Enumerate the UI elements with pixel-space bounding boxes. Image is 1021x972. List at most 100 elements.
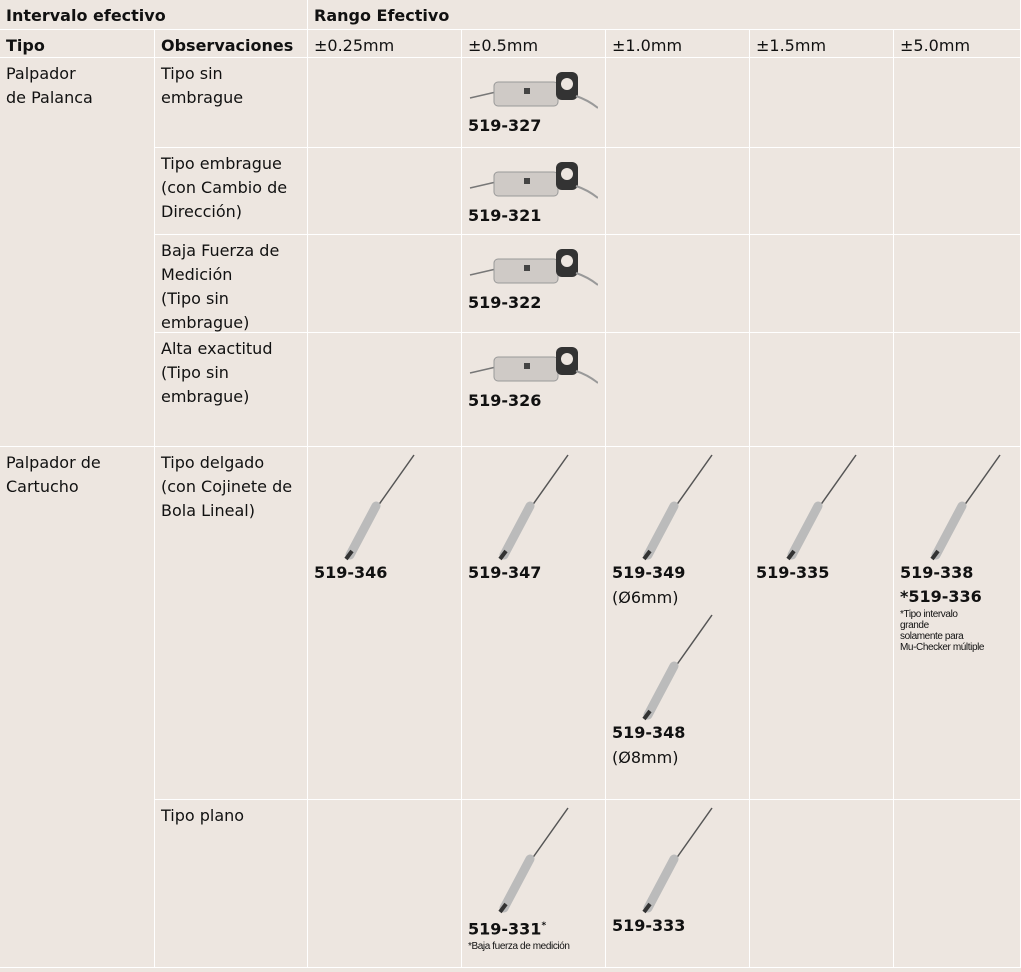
product: 519-333 — [612, 804, 743, 938]
probe-image — [469, 162, 598, 199]
model-number: 519-348 — [612, 721, 743, 745]
header-cell: Intervalo efectivo — [0, 0, 308, 30]
range-cell — [606, 148, 750, 235]
range-cell — [894, 58, 1021, 148]
product: 519-335 — [756, 451, 887, 585]
product: 519-347 — [468, 451, 599, 585]
column-header: ±5.0mm — [894, 30, 1021, 58]
header-cell: Rango Efectivo — [308, 0, 1021, 30]
type-cell: Palpador de Cartucho — [0, 447, 155, 968]
remark-cell: Tipo plano — [155, 800, 308, 968]
column-header: ±1.5mm — [750, 30, 894, 58]
type-text: Palpador de Palanca — [6, 64, 93, 107]
column-label: ±5.0mm — [900, 36, 971, 55]
range-cell — [750, 148, 894, 235]
product: 519-326 — [468, 337, 599, 413]
model-text: 519-326 — [468, 391, 542, 410]
range-cell — [750, 58, 894, 148]
range-cell — [894, 235, 1021, 333]
remark-cell: Tipo delgado (con Cojinete de Bola Linea… — [155, 447, 308, 800]
header-text: Intervalo efectivo — [6, 6, 166, 25]
type-text: Palpador de Cartucho — [6, 453, 101, 496]
column-label: ±0.25mm — [314, 36, 395, 55]
probe-image — [498, 454, 569, 561]
range-cell — [308, 800, 462, 968]
column-header: ±0.25mm — [308, 30, 462, 58]
remark-text: Baja Fuerza de Medición (Tipo sin embrag… — [161, 241, 280, 332]
remark-text: Tipo sin embrague — [161, 64, 244, 107]
column-label: Observaciones — [161, 36, 294, 55]
probe-image — [344, 454, 415, 561]
probe-image — [642, 454, 713, 561]
type-cell: Palpador de Palanca — [0, 58, 155, 447]
remark-text: Alta exactitud (Tipo sin embrague) — [161, 339, 273, 406]
product: 519-338 *519-336 *Tipo intervalo grande so… — [900, 451, 1014, 653]
range-cell: 519-346 — [308, 447, 462, 800]
model-mark: * — [541, 921, 547, 931]
model-number: 519-338 — [900, 561, 1014, 585]
model-number: 519-346 — [314, 561, 455, 585]
probe-image — [786, 454, 857, 561]
probe-image — [469, 347, 598, 384]
column-label: ±1.5mm — [756, 36, 827, 55]
column-header: ±1.0mm — [606, 30, 750, 58]
range-cell — [894, 333, 1021, 447]
model-text: 519-349 — [612, 563, 686, 582]
column-label: ±1.0mm — [612, 36, 683, 55]
model-text: *519-336 — [900, 587, 982, 606]
footnote: *Tipo intervalo grande solamente para Mu… — [900, 609, 985, 653]
probe-image — [469, 249, 598, 286]
probe-image — [930, 454, 1001, 561]
remark-text: Tipo embrague (con Cambio de Dirección) — [161, 154, 288, 221]
model-detail: (Ø8mm) — [612, 748, 679, 767]
model-number: 519-327 — [468, 114, 599, 138]
range-cell — [308, 333, 462, 447]
model-number: 519-347 — [468, 561, 599, 585]
model-number: 519-321 — [468, 204, 599, 228]
range-cell — [750, 333, 894, 447]
range-cell — [894, 800, 1021, 968]
probe-image — [642, 614, 713, 721]
model-number: 519-335 — [756, 561, 887, 585]
remark-cell: Tipo embrague (con Cambio de Dirección) — [155, 148, 308, 235]
range-cell: 519-338 *519-336 *Tipo intervalo grande so… — [894, 447, 1021, 800]
remark-text: Tipo plano — [161, 806, 245, 825]
product: 519-322 — [468, 239, 599, 315]
model-text: 519-348 — [612, 723, 686, 742]
remark-text: Tipo delgado (con Cojinete de Bola Linea… — [161, 453, 293, 520]
range-cell — [750, 235, 894, 333]
model-text: 519-347 — [468, 563, 542, 582]
range-cell: 519-331* *Baja fuerza de medición — [462, 800, 606, 968]
range-cell — [308, 58, 462, 148]
column-header: Observaciones — [155, 30, 308, 58]
model-number: *519-336 — [900, 585, 1014, 609]
model-number: 519-333 — [612, 914, 743, 938]
range-cell: 519-321 — [462, 148, 606, 235]
model-number: 519-326 — [468, 389, 599, 413]
range-cell: 519-349 (Ø6mm) 519-348 (Ø8mm) — [606, 447, 750, 800]
model-text: 519-346 — [314, 563, 388, 582]
column-header: ±0.5mm — [462, 30, 606, 58]
column-label: Tipo — [6, 36, 45, 55]
range-cell: 519-333 — [606, 800, 750, 968]
probe-image — [469, 72, 598, 109]
model-text: 519-321 — [468, 206, 542, 225]
column-header: Tipo — [0, 30, 155, 58]
probe-image — [498, 807, 569, 914]
range-cell: 519-322 — [462, 235, 606, 333]
range-cell: 519-335 — [750, 447, 894, 800]
footnote: *Baja fuerza de medición — [468, 941, 570, 953]
model-text: 519-333 — [612, 916, 686, 935]
range-cell — [606, 235, 750, 333]
range-cell — [606, 58, 750, 148]
remark-cell: Baja Fuerza de Medición (Tipo sin embrag… — [155, 235, 308, 333]
range-cell — [750, 800, 894, 968]
product: 519-348 (Ø8mm) — [612, 611, 743, 771]
model-text: 519-327 — [468, 116, 542, 135]
range-cell — [308, 235, 462, 333]
range-cell: 519-326 — [462, 333, 606, 447]
range-cell: 519-347 — [462, 447, 606, 800]
range-cell — [308, 148, 462, 235]
model-text: 519-338 — [900, 563, 974, 582]
